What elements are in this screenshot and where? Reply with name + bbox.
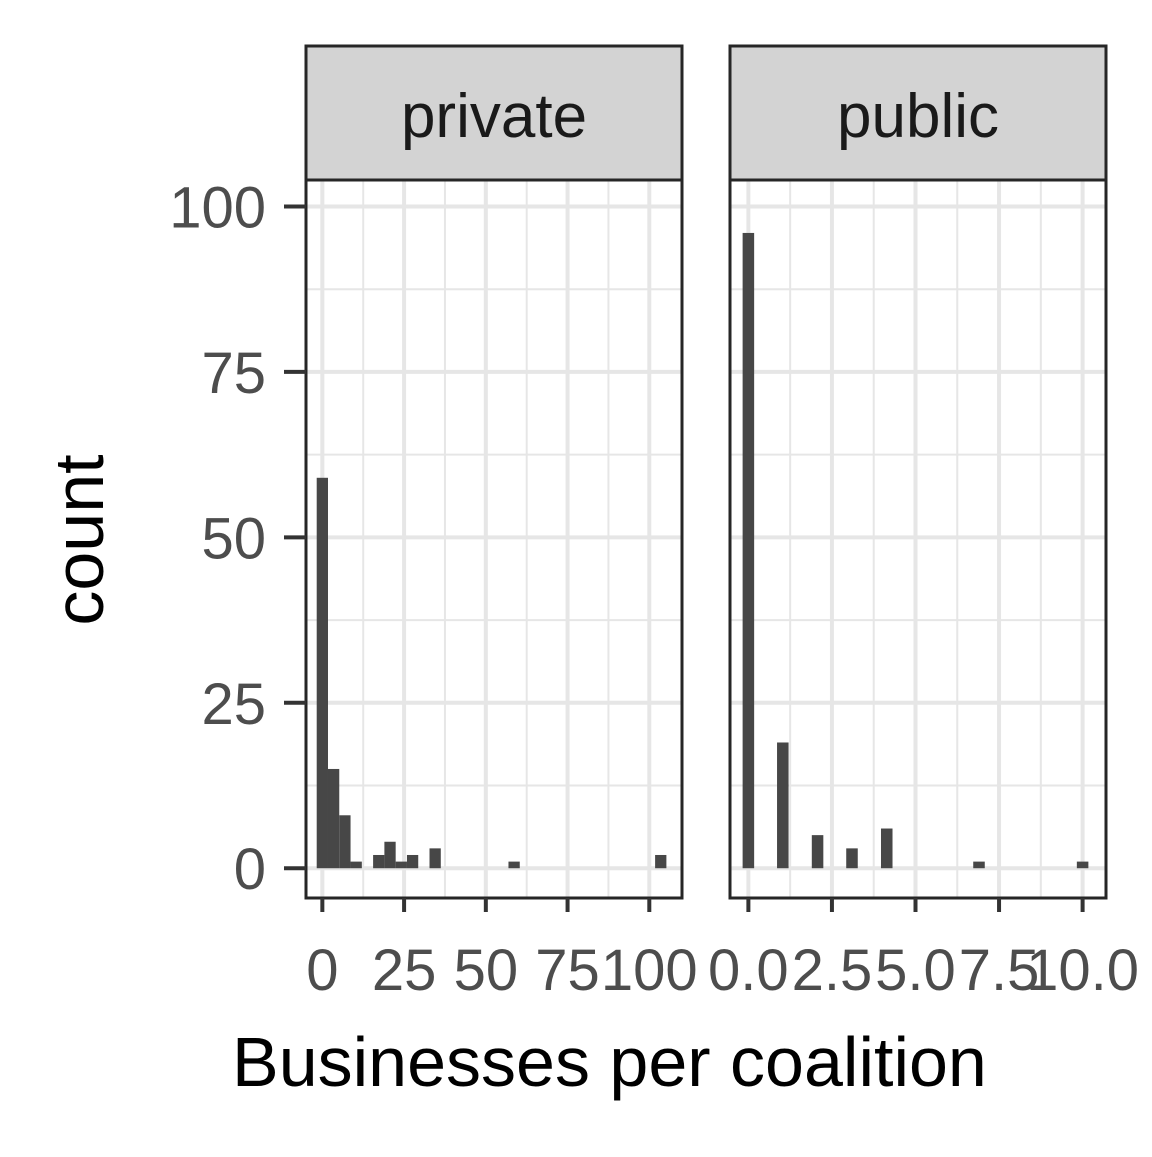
histogram-bar	[327, 768, 340, 869]
y-axis-title: count	[40, 454, 118, 625]
x-axis-title: Businesses per coalition	[232, 1023, 987, 1101]
histogram-bar	[1076, 861, 1089, 869]
histogram-bar	[973, 861, 985, 869]
facet-panel-private: private 0 25 50 75 100	[304, 44, 698, 1003]
histogram-bar	[846, 848, 858, 869]
facet-strip	[728, 44, 1108, 182]
facet-panel-public: public 0.0 2.5 5.0 7.510.0	[708, 44, 1139, 1003]
facet-strip	[304, 44, 684, 182]
x-tick-label: 0	[306, 938, 338, 1003]
y-tick-label: 50	[201, 506, 266, 571]
histogram-bar	[384, 841, 396, 869]
facet-panels: private 0 25 50 75 100 public 0.0 2.5 5.0 7.510.0	[304, 44, 1139, 1003]
histogram-bar	[880, 828, 893, 869]
histogram-bar	[406, 854, 419, 869]
y-tick-label: 75	[201, 341, 266, 406]
y-tick-label: 25	[201, 672, 266, 737]
y-tick-label: 0	[234, 837, 266, 902]
histogram-bar	[316, 477, 328, 869]
x-tick-label: 75	[535, 938, 600, 1003]
y-axis: 0 25 50 75 100	[169, 175, 306, 902]
histogram-bar	[655, 854, 667, 869]
histogram-bar	[508, 861, 520, 869]
x-tick-label: 0.0	[708, 938, 789, 1003]
histogram-bar	[777, 742, 789, 869]
histogram-bar	[742, 232, 755, 869]
x-tick-label: 50	[454, 938, 519, 1003]
x-tick-label: 7.5	[959, 938, 1040, 1003]
bars-public	[742, 232, 1089, 869]
x-tick-label: 10.0	[1026, 938, 1139, 1003]
bars-private	[316, 477, 667, 869]
histogram-bar	[395, 861, 407, 869]
facet-strip-label: private	[401, 82, 587, 151]
facet-strip-label: public	[837, 82, 999, 151]
histogram-bar	[811, 835, 824, 869]
x-tick-label: 25	[372, 938, 437, 1003]
y-tick-label: 100	[169, 175, 266, 240]
histogram-bar	[350, 861, 362, 869]
histogram-bar	[339, 815, 351, 869]
histogram-bar	[373, 854, 385, 869]
histogram-bar	[429, 848, 441, 869]
x-tick-label: 5.0	[875, 938, 956, 1003]
x-tick-label: 100	[601, 938, 698, 1003]
x-tick-label: 2.5	[792, 938, 873, 1003]
